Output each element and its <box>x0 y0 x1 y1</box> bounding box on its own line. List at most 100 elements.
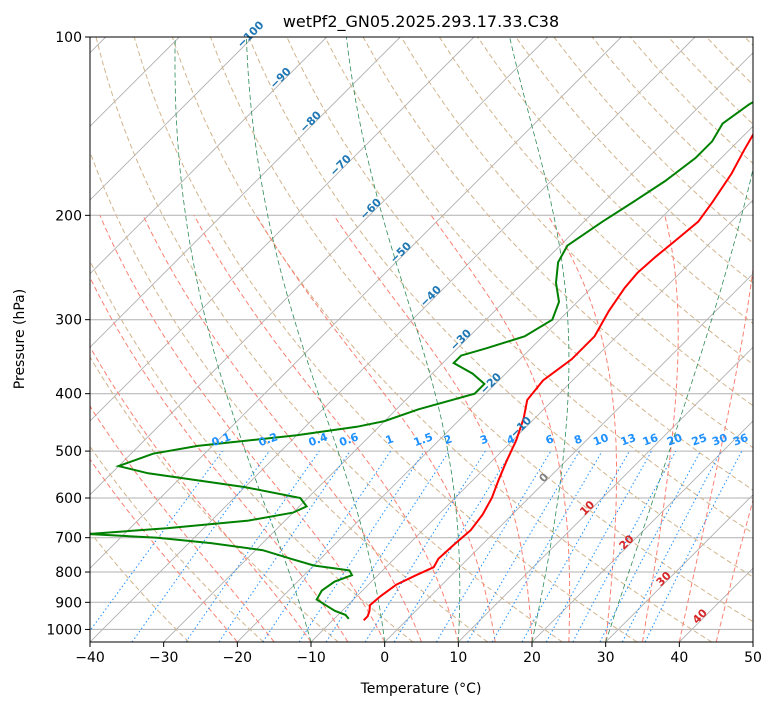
moist-adiabat-line <box>642 215 679 642</box>
x-tick-label: 40 <box>670 650 688 666</box>
dry-adiabat-line <box>90 531 190 642</box>
moist-adiabat-line <box>678 265 753 642</box>
background-lines <box>90 37 753 642</box>
mixing-ratio-label: 3 <box>478 432 490 447</box>
mixing-ratio-line <box>325 450 450 642</box>
mixing-ratio-label: 8 <box>572 432 584 447</box>
y-tick-label: 300 <box>55 313 82 329</box>
y-tick-label: 500 <box>55 444 82 460</box>
mixing-ratio-line <box>131 450 270 642</box>
mixing-ratio-label: 4 <box>505 432 517 447</box>
moist-adiabat-line <box>90 458 238 642</box>
wet-bulb-curve <box>509 37 570 642</box>
isotherm-line <box>531 420 753 642</box>
isotherm-line <box>605 494 753 642</box>
moist-adiabat-line <box>430 215 571 642</box>
temperature-profile-line <box>362 132 753 621</box>
mixing-ratio-line <box>185 450 320 642</box>
dry-adiabat-line <box>210 37 753 623</box>
dry-adiabat-line <box>324 37 753 491</box>
mixing-ratio-label: 25 <box>690 431 709 448</box>
mixing-ratio-label: 6 <box>544 432 556 447</box>
x-tick-label: 20 <box>523 650 541 666</box>
mixing-ratio-line <box>644 450 743 642</box>
x-tick-label: 50 <box>744 650 762 666</box>
dry-adiabat-line <box>133 37 638 642</box>
moist-adiabat-line <box>99 215 386 642</box>
mixing-ratio-label: 0.4 <box>307 430 330 449</box>
mixing-ratio-line <box>218 450 351 642</box>
x-axis: −40 −30 −20 −10 0 10 20 30 40 50 <box>75 642 762 666</box>
mixing-ratio-label: 1.5 <box>412 430 435 449</box>
y-tick-label: 100 <box>55 30 82 46</box>
mixing-ratio-label: 0.6 <box>338 430 361 449</box>
mixing-ratio-label: 16 <box>641 431 660 449</box>
isotherm-line <box>163 52 753 642</box>
mixing-ratio-label: 36 <box>731 431 750 449</box>
mixing-ratio-label: 0.1 <box>210 430 233 449</box>
y-tick-label: 800 <box>55 565 82 581</box>
x-tick-label: −30 <box>149 650 179 666</box>
y-tick-label: 400 <box>55 387 82 403</box>
moist-adiabat-line <box>193 215 459 642</box>
dry-adiabat-line <box>438 37 753 366</box>
mixing-ratio-label: 30 <box>710 431 729 449</box>
moist-adiabat-line <box>547 215 617 642</box>
moist-adiabat-line <box>90 345 312 642</box>
isotherm-line <box>236 125 753 642</box>
x-tick-label: 10 <box>449 650 467 666</box>
dry-adiabat-line <box>95 37 563 642</box>
mixing-ratio-line <box>262 450 392 642</box>
dry-adiabat-line <box>90 150 488 642</box>
isotherm-line <box>384 273 753 642</box>
wet-bulb-curve <box>605 167 753 642</box>
x-tick-label: −20 <box>223 650 253 666</box>
y-axis: 100 200 300 400 500 600 700 800 900 1000 <box>46 30 90 638</box>
isotherm-line <box>457 346 753 642</box>
dry-adiabat-line <box>400 37 753 407</box>
mixing-ratio-line <box>545 450 653 642</box>
chart-title: wetPf2_GN05.2025.293.17.33.C38 <box>283 12 559 32</box>
y-tick-label: 200 <box>55 208 82 224</box>
isotherm-line <box>90 37 328 275</box>
dry-adiabat-line <box>515 37 753 284</box>
wet-bulb-curve <box>245 37 386 642</box>
mixing-ratio-label: 2 <box>442 432 454 447</box>
x-tick-label: −40 <box>75 650 105 666</box>
mixing-ratio-line <box>90 450 223 632</box>
y-tick-label: 600 <box>55 491 82 507</box>
y-tick-label: 900 <box>55 595 82 611</box>
isotherm-line <box>90 37 549 496</box>
mixing-ratio-label: 1 <box>384 432 396 447</box>
wet-bulb-curve <box>346 37 461 642</box>
y-tick-label: 1000 <box>46 622 82 638</box>
mixing-ratio-label: 10 <box>591 431 610 449</box>
mixing-ratio-label: 13 <box>619 431 638 448</box>
x-tick-label: −10 <box>296 650 326 666</box>
moist-adiabat-line <box>142 215 422 642</box>
moist-adiabat-line <box>715 498 753 642</box>
dewpoint-profile-line <box>90 100 753 620</box>
isotherm-line <box>90 37 401 348</box>
dry-adiabat-line <box>248 37 753 578</box>
y-tick-label: 700 <box>55 531 82 547</box>
mixing-ratio-label: 20 <box>665 431 684 449</box>
dry-adiabat-line <box>90 445 264 642</box>
mixing-ratio-line <box>521 450 630 642</box>
wet-bulb-curve <box>174 37 312 642</box>
isotherm-line <box>90 37 622 569</box>
x-tick-label: 30 <box>597 650 615 666</box>
isotherm-line <box>90 37 475 422</box>
mixing-ratio-line <box>298 450 425 642</box>
profile-lines <box>90 100 753 621</box>
mixing-ratio-label: 0.2 <box>257 430 280 449</box>
dry-adiabat-line <box>90 356 339 642</box>
mixing-ratio-line <box>572 450 677 642</box>
plot-frame <box>89 36 754 643</box>
x-axis-label: Temperature (°C) <box>360 681 482 697</box>
x-tick-label: 0 <box>380 650 389 666</box>
mixing-ratio-line <box>393 450 513 642</box>
moist-adiabat-line <box>255 215 496 642</box>
isotherm-line <box>90 37 254 201</box>
